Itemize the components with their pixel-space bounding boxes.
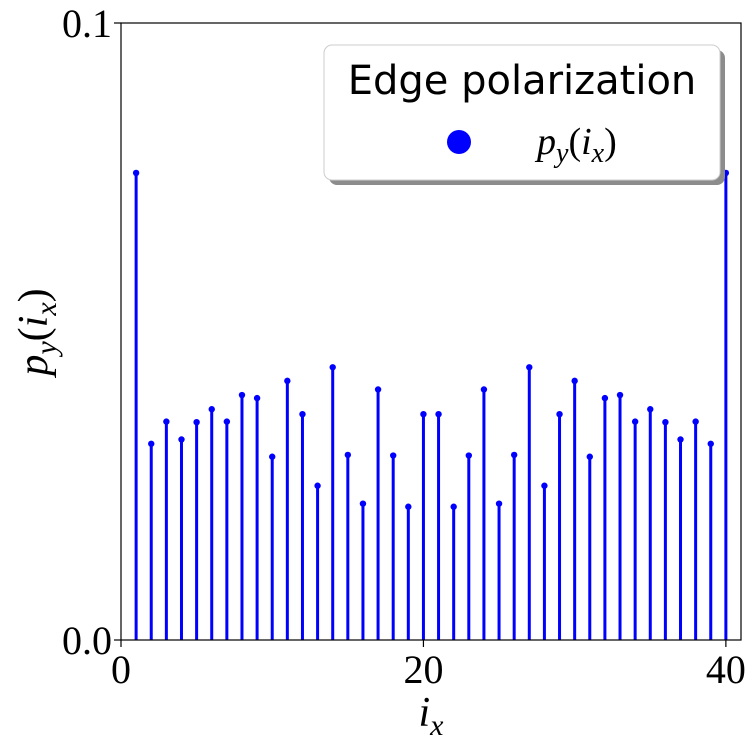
- stem-marker: [389, 452, 397, 459]
- plot-frame: [120, 22, 742, 641]
- stem-point: [556, 410, 563, 640]
- stem-point: [193, 418, 200, 640]
- stem-point: [510, 451, 518, 640]
- stem-point: [132, 169, 140, 640]
- stem-point: [299, 410, 306, 640]
- stem-marker: [284, 377, 291, 385]
- stem-point: [480, 386, 488, 640]
- stem-point: [374, 386, 382, 640]
- stem-marker: [586, 453, 593, 460]
- stem-point: [677, 436, 684, 640]
- x-tick-label: 40: [706, 647, 746, 692]
- stem-marker: [571, 377, 578, 385]
- x-tick-label: 20: [403, 647, 443, 692]
- stem-marker: [374, 386, 382, 393]
- stem-marker: [148, 440, 155, 447]
- y-tick-label: 0.0: [62, 618, 112, 663]
- stem-marker: [193, 418, 200, 426]
- stem-marker: [359, 500, 367, 507]
- stem-marker: [556, 410, 563, 418]
- stem-marker: [677, 436, 684, 443]
- stem-point: [465, 452, 473, 640]
- stem-marker: [707, 440, 714, 447]
- stem-series: [132, 169, 730, 640]
- x-axis-label: ix: [419, 690, 445, 741]
- x-tick-label: 0: [111, 647, 131, 692]
- stem-point: [601, 394, 609, 640]
- stem-point: [692, 418, 699, 640]
- stem-point: [495, 500, 503, 640]
- stem-marker: [601, 394, 609, 402]
- stem-point: [344, 451, 352, 640]
- stem-marker: [208, 406, 215, 413]
- stem-marker: [631, 418, 639, 425]
- stem-marker: [510, 451, 518, 459]
- stem-marker: [344, 451, 352, 459]
- stem-point: [329, 364, 336, 640]
- stem-point: [178, 436, 185, 640]
- stem-marker: [647, 406, 654, 413]
- stem-point: [722, 169, 730, 640]
- stem-point: [435, 410, 442, 640]
- legend-box: [323, 44, 721, 181]
- stem-point: [359, 500, 367, 640]
- stem-point: [163, 418, 170, 640]
- stem-point: [405, 503, 412, 640]
- stem-point: [420, 410, 427, 640]
- axes: 0 20 40 0.0 0.1 ix py(ix): [11, 1, 746, 741]
- stem-point: [707, 440, 714, 640]
- stem-marker: [465, 452, 473, 459]
- stem-point: [631, 418, 639, 640]
- stem-marker: [269, 453, 276, 460]
- legend-marker: [447, 130, 471, 154]
- stem-point: [662, 418, 669, 640]
- stem-marker: [238, 391, 246, 399]
- stem-marker: [314, 482, 321, 489]
- stem-marker: [541, 482, 548, 489]
- legend-title: Edge polarization: [348, 58, 697, 104]
- stem-point: [526, 364, 533, 640]
- stem-marker: [405, 503, 412, 510]
- stem-point: [586, 453, 593, 640]
- stem-marker: [163, 418, 170, 425]
- stem-point: [389, 452, 397, 640]
- stem-marker: [662, 418, 669, 426]
- stem-marker: [253, 394, 261, 402]
- stem-marker: [616, 391, 624, 399]
- stem-marker: [299, 410, 306, 418]
- y-tick-label: 0.1: [62, 1, 112, 46]
- stem-marker: [420, 410, 427, 418]
- stem-point: [148, 440, 155, 640]
- stem-point: [208, 406, 215, 640]
- stem-marker: [435, 410, 442, 418]
- stem-marker: [480, 386, 488, 393]
- legend-entry-label: py(ix): [534, 121, 617, 169]
- stem-marker: [223, 418, 231, 425]
- stem-marker: [495, 500, 503, 507]
- stem-point: [269, 453, 276, 640]
- stem-marker: [329, 364, 336, 371]
- stem-marker: [132, 169, 140, 177]
- stem-point: [284, 377, 291, 640]
- stem-point: [571, 377, 578, 640]
- stem-marker: [692, 418, 699, 425]
- x-axis-ticks: 0 20 40: [111, 640, 746, 692]
- stem-point: [314, 482, 321, 640]
- stem-marker: [178, 436, 185, 443]
- stem-point: [238, 391, 246, 640]
- stem-point: [450, 503, 457, 640]
- stem-marker: [450, 503, 457, 510]
- stem-point: [541, 482, 548, 640]
- stem-point: [647, 406, 654, 640]
- y-axis-label: py(ix): [11, 288, 63, 378]
- stem-point: [253, 394, 261, 640]
- stem-marker: [526, 364, 533, 371]
- legend: Edge polarization py(ix): [323, 44, 725, 185]
- stem-point: [223, 418, 231, 640]
- y-axis-ticks: 0.0 0.1: [62, 1, 121, 663]
- stem-point: [616, 391, 624, 640]
